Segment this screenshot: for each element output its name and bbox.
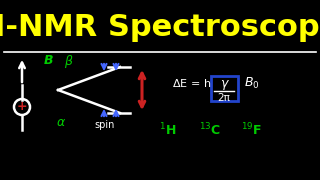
Text: H-NMR Spectroscopy: H-NMR Spectroscopy	[0, 12, 320, 42]
Text: $B_0$: $B_0$	[244, 75, 260, 91]
Text: $^{19}$F: $^{19}$F	[242, 122, 262, 138]
Text: spin: spin	[95, 120, 115, 130]
Text: γ: γ	[220, 78, 228, 91]
Text: 2π: 2π	[218, 93, 230, 103]
Text: +: +	[17, 100, 27, 114]
Text: α: α	[57, 116, 65, 129]
Text: $\Delta$E = h: $\Delta$E = h	[172, 77, 212, 89]
Text: $^1$H: $^1$H	[159, 122, 177, 138]
Text: $^{13}$C: $^{13}$C	[199, 122, 221, 138]
Text: β: β	[64, 55, 72, 69]
Text: B: B	[43, 53, 53, 66]
